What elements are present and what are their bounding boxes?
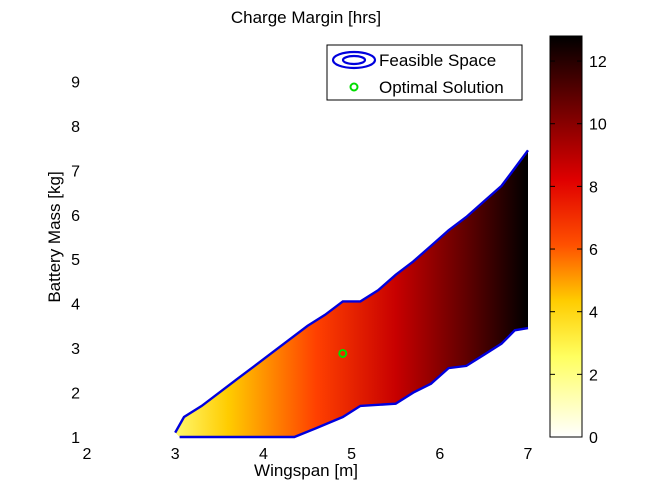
y-tick-label: 5 bbox=[71, 252, 80, 269]
x-tick-label: 3 bbox=[171, 446, 180, 463]
colorbar-tick-label: 10 bbox=[589, 117, 607, 134]
colorbar-tick-label: 2 bbox=[589, 367, 598, 384]
colorbar-tick-label: 8 bbox=[589, 179, 598, 196]
x-tick-label: 6 bbox=[435, 446, 444, 463]
y-tick-label: 1 bbox=[71, 430, 80, 447]
x-axis-label: Wingspan [m] bbox=[254, 461, 358, 480]
y-tick-label: 7 bbox=[71, 163, 80, 180]
y-axis-ticks: 1 2 3 4 5 6 7 8 9 bbox=[71, 74, 80, 447]
optimal-solution-marker bbox=[338, 348, 348, 358]
x-axis-ticks: 2 3 4 5 6 7 bbox=[83, 446, 533, 463]
x-tick-label: 5 bbox=[347, 446, 356, 463]
legend-label-optimal-solution: Optimal Solution bbox=[379, 78, 504, 97]
colorbar-tick-label: 12 bbox=[589, 54, 607, 71]
x-tick-label: 4 bbox=[259, 446, 268, 463]
feasible-upper-boundary bbox=[174, 149, 529, 434]
y-tick-label: 8 bbox=[71, 119, 80, 136]
legend-circle-icon bbox=[349, 82, 359, 92]
x-tick-label: 7 bbox=[524, 446, 533, 463]
legend-box bbox=[326, 44, 523, 101]
legend: Feasible Space Optimal Solution bbox=[326, 44, 523, 101]
colorbar-gradient bbox=[549, 35, 583, 438]
y-tick-label: 2 bbox=[71, 386, 80, 403]
x-tick-label: 2 bbox=[83, 446, 92, 463]
colorbar-tick-label: 0 bbox=[589, 430, 598, 447]
y-tick-label: 9 bbox=[71, 74, 80, 91]
y-axis-label: Battery Mass [kg] bbox=[45, 171, 64, 302]
legend-contour-icon bbox=[331, 50, 377, 70]
y-tick-label: 3 bbox=[71, 341, 80, 358]
colorbar-ticks: 0 2 4 6 8 10 12 bbox=[550, 54, 607, 447]
chart-title: Charge Margin [hrs] bbox=[231, 8, 381, 27]
colorbar: 0 2 4 6 8 10 12 bbox=[549, 35, 607, 447]
colorbar-tick-label: 4 bbox=[589, 305, 598, 322]
legend-label-feasible-space: Feasible Space bbox=[379, 51, 496, 70]
colorbar-tick-label: 6 bbox=[589, 242, 598, 259]
y-tick-label: 6 bbox=[71, 208, 80, 225]
feasible-lower-boundary bbox=[179, 326, 529, 439]
y-tick-label: 4 bbox=[71, 297, 80, 314]
